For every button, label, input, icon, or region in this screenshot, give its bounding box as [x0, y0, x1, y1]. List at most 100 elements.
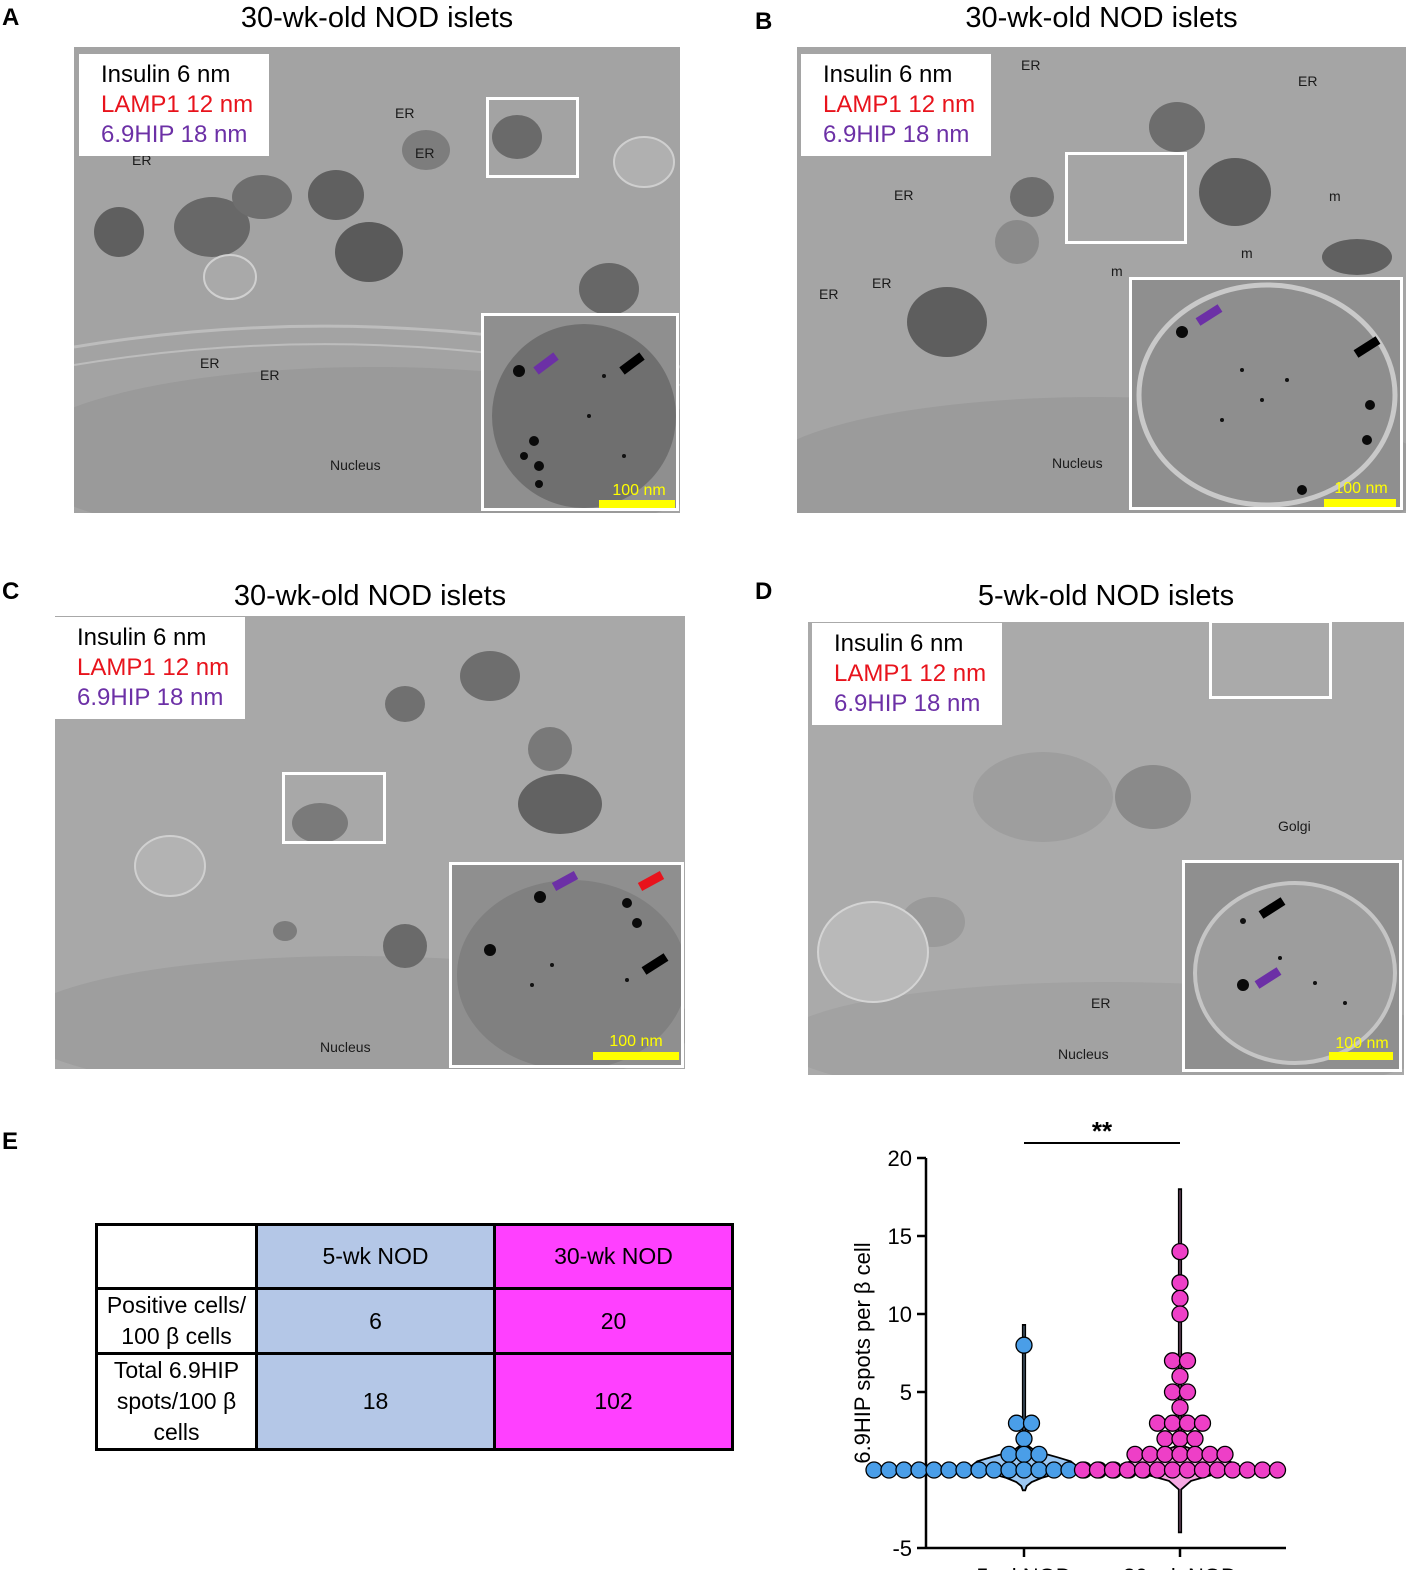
data-point — [1073, 1461, 1092, 1479]
data-point — [955, 1461, 973, 1479]
data-point — [1193, 1461, 1212, 1479]
inset-vesicle — [457, 871, 681, 1065]
data-point — [1030, 1461, 1048, 1479]
data-point — [895, 1461, 913, 1479]
data-point — [1045, 1461, 1063, 1479]
panel-d-micrograph: Golgi ER Nucleus 100 nm Insulin 6 nm LAM… — [808, 622, 1404, 1075]
zoom-inset: 100 nm — [481, 313, 679, 511]
data-point — [1015, 1461, 1033, 1479]
data-point — [1171, 1274, 1189, 1292]
data-point — [940, 1461, 958, 1479]
legend-hip: 6.9HIP 18 nm — [77, 684, 224, 711]
scale-bar — [593, 1052, 679, 1060]
legend-insulin: Insulin 6 nm — [834, 630, 964, 657]
panel-d-title: 5-wk-old NOD islets — [977, 580, 1235, 612]
panel-b-title: 30-wk-old NOD islets — [965, 2, 1238, 34]
inset-vesicle — [1193, 881, 1397, 1065]
label-er: ER — [872, 275, 892, 291]
roi-box — [282, 772, 386, 844]
scale-bar-label: 100 nm — [609, 1033, 663, 1050]
zoom-inset: 100 nm — [449, 862, 684, 1068]
label-er: ER — [1091, 995, 1111, 1011]
table-header-cell: 5-wk NOD — [255, 1223, 496, 1290]
data-point — [985, 1461, 1003, 1479]
table-row: Positive cells/ 100 β cells 6 20 — [95, 1287, 734, 1355]
data-point — [1141, 1445, 1159, 1464]
legend-lamp1: LAMP1 12 nm — [823, 91, 976, 118]
data-point — [1268, 1461, 1287, 1479]
legend: Insulin 6 nm LAMP1 12 nm 6.9HIP 18 nm — [812, 623, 1003, 725]
data-point — [1238, 1461, 1257, 1479]
x-tick-label: 30-wk NOD — [1123, 1564, 1237, 1570]
label-er: ER — [395, 105, 415, 121]
scale-bar — [1329, 1052, 1393, 1060]
row-label: Total 6.9HIP spots/100 β cells — [95, 1352, 258, 1451]
roi-box — [1065, 152, 1187, 244]
data-point — [1133, 1461, 1152, 1479]
panel-a-title: 30-wk-old NOD islets — [240, 2, 514, 34]
data-point — [1000, 1461, 1018, 1479]
data-point — [1171, 1367, 1189, 1386]
legend-lamp1: LAMP1 12 nm — [101, 91, 254, 118]
label-er: ER — [1021, 57, 1041, 73]
panel-letter-a: A — [2, 4, 20, 31]
panel-letter-e: E — [2, 1128, 19, 1155]
panel-c-title: 30-wk-old NOD islets — [233, 580, 507, 612]
data-point — [1030, 1445, 1048, 1464]
legend-insulin: Insulin 6 nm — [823, 61, 953, 88]
label-er: ER — [260, 367, 280, 383]
data-point — [1186, 1445, 1204, 1464]
row-label: Positive cells/ 100 β cells — [95, 1287, 258, 1355]
label-nucleus: Nucleus — [330, 457, 381, 473]
label-m: m — [1241, 245, 1253, 261]
label-golgi: Golgi — [1278, 818, 1311, 834]
data-point — [1253, 1461, 1272, 1479]
data-point — [1171, 1445, 1189, 1464]
data-point — [1171, 1305, 1189, 1323]
data-point — [1223, 1461, 1242, 1479]
label-nucleus: Nucleus — [1058, 1046, 1109, 1062]
table-cell: 20 — [493, 1287, 734, 1355]
inset-vesicle — [1136, 282, 1398, 507]
data-point — [1015, 1430, 1033, 1448]
label-m: m — [1329, 188, 1341, 204]
data-point — [1118, 1461, 1137, 1479]
label-m: m — [1111, 263, 1123, 279]
data-point — [925, 1461, 943, 1479]
data-point — [1163, 1461, 1182, 1479]
data-point — [970, 1461, 988, 1479]
data-point — [1163, 1383, 1182, 1401]
legend-lamp1: LAMP1 12 nm — [834, 660, 987, 687]
data-point — [1015, 1336, 1033, 1354]
legend-insulin: Insulin 6 nm — [101, 61, 231, 88]
panel-a-micrograph: ER ER ER ER ER Nucleus 100 nm Insulin 6 … — [74, 47, 680, 513]
scale-bar — [599, 500, 675, 508]
panel-letter-d: D — [755, 578, 773, 605]
data-point — [1163, 1414, 1182, 1432]
legend-insulin: Insulin 6 nm — [77, 624, 207, 651]
legend: Insulin 6 nm LAMP1 12 nm 6.9HIP 18 nm — [79, 54, 270, 156]
label-er: ER — [132, 152, 152, 168]
data-point — [1163, 1352, 1182, 1370]
data-point — [1000, 1445, 1018, 1464]
violin-chart: -5051015206.9HIP spots per β cell5-wkNOD… — [850, 1116, 1288, 1570]
panel-c-micrograph: Nucleus 100 nm Insulin 6 nm LAMP1 12 nm … — [55, 616, 685, 1069]
data-point — [1208, 1461, 1227, 1479]
data-point — [1171, 1242, 1189, 1261]
data-point — [1103, 1461, 1122, 1479]
table-header-row: 5-wk NOD 30-wk NOD — [95, 1223, 734, 1290]
data-point — [1126, 1445, 1144, 1464]
zoom-inset: 100 nm — [1182, 860, 1402, 1072]
data-point — [1178, 1414, 1197, 1432]
data-point — [1193, 1414, 1212, 1432]
label-er: ER — [200, 355, 220, 371]
data-point — [1186, 1430, 1204, 1448]
data-point — [1171, 1398, 1189, 1417]
roi-box — [486, 97, 579, 178]
table-cell: 102 — [493, 1352, 734, 1451]
label-nucleus: Nucleus — [1052, 455, 1103, 471]
panel-letter-b: B — [755, 8, 773, 35]
y-tick-label: 5 — [900, 1380, 912, 1405]
scale-bar-label: 100 nm — [1335, 1035, 1389, 1052]
roi-box — [1209, 622, 1332, 699]
